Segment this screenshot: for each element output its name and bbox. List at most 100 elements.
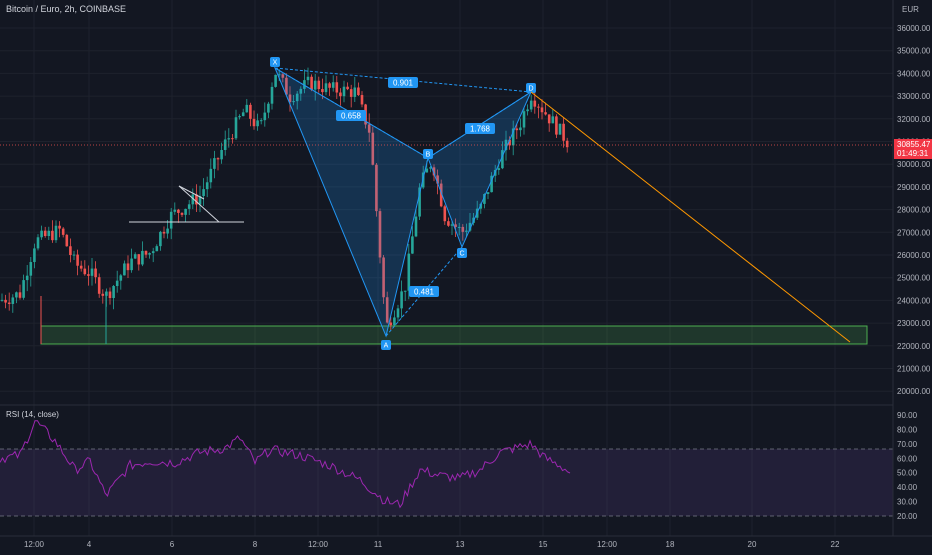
candle-body xyxy=(555,116,558,135)
price-tick-label: 20000.00 xyxy=(897,387,931,396)
price-tick-label: 22000.00 xyxy=(897,342,931,351)
candle-body xyxy=(83,268,87,275)
candle-body xyxy=(256,120,259,127)
candle-body xyxy=(429,167,432,169)
rsi-axis[interactable]: 90.00 80.00 70.00 60.00 50.00 40.00 30.00 20.00 xyxy=(897,411,918,521)
support-zone[interactable] xyxy=(40,325,868,345)
candle-body xyxy=(277,74,281,76)
candle-body xyxy=(454,224,457,227)
price-tick-label: 21000.00 xyxy=(897,365,931,374)
candle-body xyxy=(126,263,130,271)
candle-body xyxy=(508,139,511,146)
rsi-indicator-label[interactable]: RSI (14, close) xyxy=(6,410,59,419)
point-label-b[interactable]: B xyxy=(423,149,433,159)
candle-body xyxy=(123,263,126,276)
candle-body xyxy=(205,182,209,190)
svg-text:B: B xyxy=(426,152,431,159)
candle-body xyxy=(299,88,303,94)
price-tick-label: 28000.00 xyxy=(897,206,931,215)
candle-body xyxy=(141,250,144,265)
candle-body xyxy=(519,127,522,131)
candle-body xyxy=(87,274,90,276)
ratio-label-bd[interactable]: 1.768 xyxy=(465,123,495,134)
candle-body xyxy=(90,268,94,276)
rsi-tick-label: 80.00 xyxy=(897,425,918,434)
svg-text:0.658: 0.658 xyxy=(341,112,362,121)
candle-body xyxy=(504,139,508,151)
candle-body xyxy=(25,275,29,281)
candle-body xyxy=(69,246,72,256)
candle-body xyxy=(382,257,385,298)
price-axis[interactable]: 36000.00 35000.00 34000.00 33000.00 32000.00… xyxy=(892,0,932,536)
svg-text:C: C xyxy=(459,251,464,258)
candle-body xyxy=(259,120,263,122)
candle-body xyxy=(119,275,123,281)
time-tick-label: 4 xyxy=(87,540,92,549)
candle-body xyxy=(414,216,418,237)
time-axis[interactable]: 12:00 4 6 8 12:00 11 13 15 12:00 18 20 22 xyxy=(0,535,932,550)
price-tick-label: 23000.00 xyxy=(897,319,931,328)
candle-body xyxy=(105,291,108,296)
triangle-drawing[interactable] xyxy=(129,185,244,223)
candle-body xyxy=(411,236,414,254)
candle-body xyxy=(47,230,51,237)
candle-body xyxy=(58,225,61,229)
pattern-triangle-bcd xyxy=(427,90,533,249)
time-tick-label: 11 xyxy=(374,540,383,549)
candle-body xyxy=(339,92,342,97)
candle-body xyxy=(353,87,357,97)
candle-body xyxy=(43,230,47,237)
chart-grid xyxy=(0,0,893,536)
candle-body xyxy=(198,195,202,205)
candle-body xyxy=(151,251,155,254)
candle-body xyxy=(295,93,299,102)
candle-body xyxy=(335,82,339,93)
point-label-a[interactable]: A xyxy=(381,340,391,350)
candle-body xyxy=(501,150,504,169)
candle-body xyxy=(29,262,33,276)
candle-body xyxy=(360,95,364,105)
price-tick-label: 24000.00 xyxy=(897,296,931,305)
candle-body xyxy=(4,299,7,303)
candle-body xyxy=(108,291,112,299)
candle-body xyxy=(515,128,519,131)
candle-body xyxy=(0,299,4,301)
candle-body xyxy=(331,82,335,88)
candle-body xyxy=(447,221,450,226)
ratio-label-xb[interactable]: 0.658 xyxy=(336,110,366,121)
ratio-label-xd[interactable]: 0.901 xyxy=(388,77,418,88)
harmonic-pattern[interactable]: 0.901 0.658 1.768 0.481 X A xyxy=(270,57,536,350)
candle-body xyxy=(54,225,58,241)
point-label-d[interactable]: D xyxy=(526,83,536,93)
ratio-label-ac[interactable]: 0.481 xyxy=(409,286,439,297)
pattern-line-ac xyxy=(385,246,463,337)
candle-body xyxy=(40,230,43,238)
point-label-x[interactable]: X xyxy=(270,57,280,67)
time-tick-label: 12:00 xyxy=(24,540,45,549)
chart-title: Bitcoin / Euro, 2h, COINBASE xyxy=(6,4,127,14)
candle-body xyxy=(565,140,569,148)
projection-line[interactable] xyxy=(530,91,851,343)
candle-body xyxy=(166,228,169,234)
candle-body xyxy=(97,277,101,294)
candle-body xyxy=(537,106,540,108)
candle-body xyxy=(378,211,382,258)
candle-body xyxy=(245,104,249,113)
candle-body xyxy=(497,168,501,170)
candle-body xyxy=(33,248,36,263)
price-tick-label: 33000.00 xyxy=(897,92,931,101)
rsi-pane[interactable] xyxy=(0,420,893,517)
candle-body xyxy=(526,109,529,112)
candle-body xyxy=(533,100,537,107)
candle-body xyxy=(234,117,238,139)
candle-body xyxy=(371,132,375,165)
time-tick-label: 12:00 xyxy=(308,540,329,549)
candlestick-series xyxy=(0,67,569,331)
time-tick-label: 12:00 xyxy=(597,540,618,549)
candle-body xyxy=(461,226,465,232)
time-tick-label: 18 xyxy=(666,540,675,549)
candle-body xyxy=(562,123,565,141)
point-label-c[interactable]: C xyxy=(457,248,467,258)
